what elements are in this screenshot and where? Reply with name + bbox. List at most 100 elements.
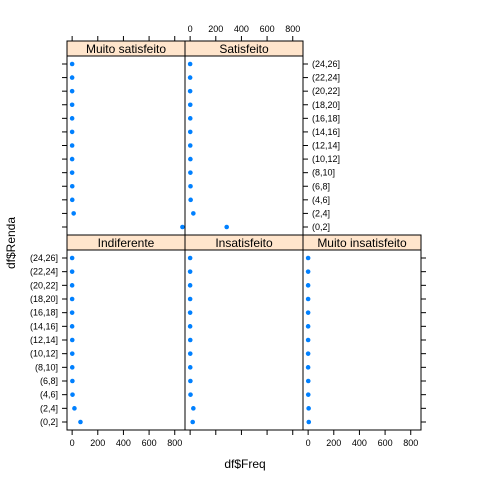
- data-point: [187, 116, 193, 121]
- y-tick-label: (2,4]: [40, 403, 58, 413]
- panel-frame: [302, 249, 422, 431]
- y-tick-label: (8,10]: [35, 362, 58, 372]
- data-point: [187, 296, 193, 302]
- data-point: [187, 75, 193, 80]
- y-tick-label: (12,14]: [30, 335, 58, 345]
- panel-frame: [66, 55, 186, 236]
- data-point: [69, 183, 75, 189]
- data-point: [69, 365, 75, 370]
- y-axis-title: df$Renda: [4, 217, 18, 269]
- data-point: [69, 102, 75, 108]
- data-point: [187, 88, 193, 94]
- panel-muito-satisfeito: Muito satisfeito: [66, 40, 186, 236]
- y-tick-label: (4,6]: [40, 390, 58, 400]
- data-point: [70, 378, 75, 384]
- data-point: [224, 224, 229, 230]
- data-point: [180, 224, 185, 230]
- x-tick-label: 600: [142, 438, 157, 448]
- x-tick-label: 0: [188, 24, 193, 34]
- y-tick-label: (18,20]: [312, 100, 340, 110]
- data-point: [69, 170, 75, 175]
- data-point: [305, 365, 311, 370]
- data-point: [78, 419, 83, 425]
- data-point: [69, 143, 75, 148]
- data-point: [190, 419, 195, 425]
- data-point: [305, 324, 311, 329]
- y-tick-label: (8,10]: [312, 168, 335, 178]
- data-point: [187, 324, 193, 329]
- data-point: [69, 283, 75, 288]
- y-tick-label: (6,8]: [312, 181, 330, 191]
- data-point: [69, 116, 75, 121]
- y-tick-label: (0,2]: [312, 222, 330, 232]
- x-tick-label: 600: [378, 438, 393, 448]
- data-point: [69, 61, 75, 67]
- y-tick-label: (22,24]: [30, 267, 58, 277]
- y-tick-label: (16,18]: [312, 113, 340, 123]
- panel-indiferente: Indiferente: [66, 234, 186, 431]
- data-point: [188, 197, 193, 203]
- data-point: [187, 255, 193, 261]
- panel-muito-insatisfeito: Muito insatisfeito: [302, 234, 422, 431]
- data-point: [305, 283, 311, 288]
- strip-label: Insatisfeito: [215, 236, 273, 250]
- y-tick-label: (24,26]: [30, 253, 58, 263]
- data-point: [69, 310, 75, 315]
- x-tick-label: 200: [208, 24, 223, 34]
- data-point: [188, 170, 193, 175]
- strip-label: Muito insatisfeito: [317, 236, 407, 250]
- panel-satisfeito: Satisfeito: [184, 40, 304, 236]
- y-tick-label: (20,22]: [30, 280, 58, 290]
- data-point: [187, 143, 193, 148]
- data-point: [306, 419, 312, 425]
- x-tick-label: 800: [167, 438, 182, 448]
- y-tick-label: (16,18]: [30, 308, 58, 318]
- x-tick-label: 200: [90, 438, 105, 448]
- strip-label: Indiferente: [98, 236, 155, 250]
- x-tick-label: 400: [352, 438, 367, 448]
- data-point: [69, 255, 75, 261]
- data-point: [305, 392, 311, 397]
- x-tick-label: 0: [306, 438, 311, 448]
- data-point: [69, 324, 75, 329]
- y-tick-label: (24,26]: [312, 59, 340, 69]
- y-tick-label: (2,4]: [312, 208, 330, 218]
- data-point: [305, 255, 311, 261]
- y-tick-label: (22,24]: [312, 73, 340, 83]
- data-point: [69, 75, 75, 80]
- x-tick-label: 200: [326, 438, 341, 448]
- y-tick-label: (14,16]: [30, 321, 58, 331]
- data-point: [69, 129, 75, 135]
- data-point: [69, 337, 75, 343]
- data-point: [191, 406, 196, 411]
- y-tick-label: (18,20]: [30, 294, 58, 304]
- y-tick-label: (10,12]: [312, 154, 340, 164]
- y-tick-label: (10,12]: [30, 349, 58, 359]
- data-point: [306, 406, 311, 411]
- panel-insatisfeito: Insatisfeito: [184, 234, 304, 431]
- data-point: [188, 378, 193, 384]
- data-point: [305, 351, 311, 356]
- data-point: [187, 337, 193, 343]
- data-point: [187, 351, 193, 356]
- x-axis-title: df$Freq: [224, 457, 265, 471]
- data-point: [72, 406, 77, 411]
- data-point: [305, 296, 311, 302]
- data-point: [187, 310, 193, 315]
- data-point: [69, 351, 75, 356]
- y-tick-label: (14,16]: [312, 127, 340, 137]
- data-point: [305, 269, 311, 274]
- data-point: [69, 269, 75, 274]
- x-tick-label: 800: [285, 24, 300, 34]
- data-point: [187, 129, 193, 135]
- data-point: [188, 183, 193, 189]
- data-point: [187, 61, 193, 67]
- x-tick-label: 0: [70, 438, 75, 448]
- y-tick-label: (0,2]: [40, 417, 58, 427]
- data-point: [69, 296, 75, 302]
- x-tick-label: 600: [260, 24, 275, 34]
- data-point: [305, 378, 311, 384]
- x-tick-label: 400: [116, 438, 131, 448]
- y-tick-label: (4,6]: [312, 195, 330, 205]
